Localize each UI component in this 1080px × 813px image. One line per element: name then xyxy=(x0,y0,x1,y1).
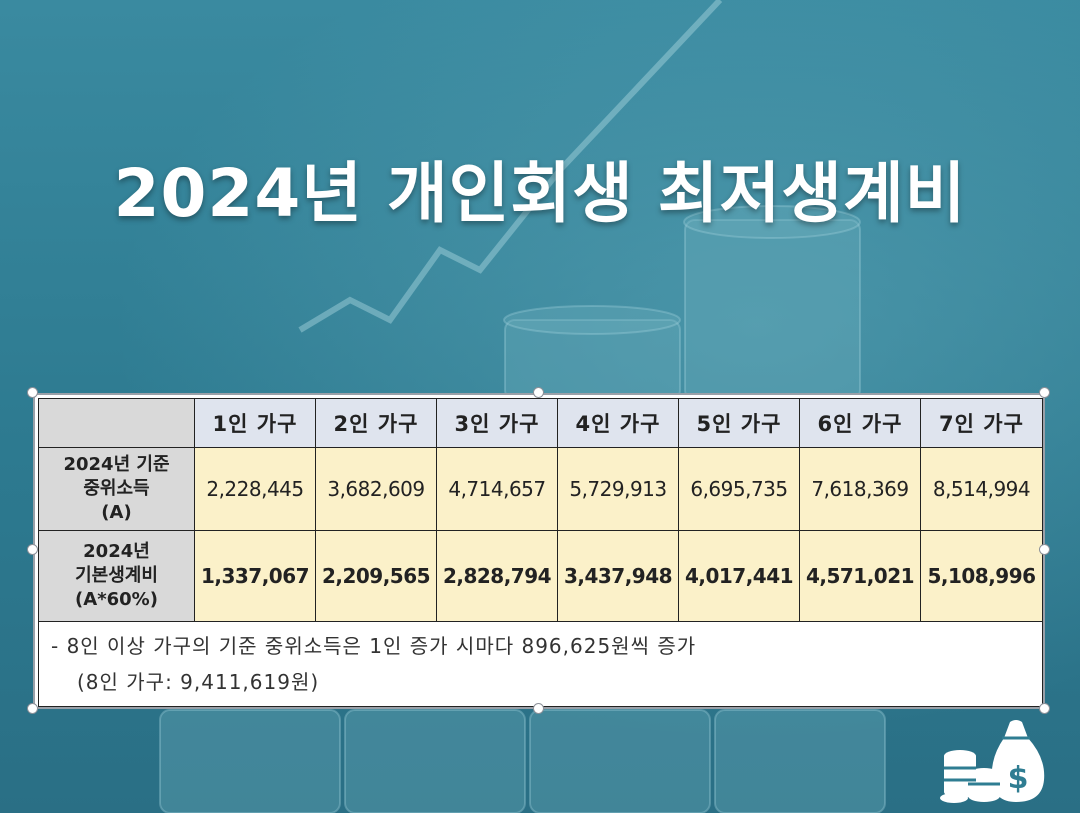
table-corner-cell xyxy=(38,398,195,448)
resize-handle-bottom-right[interactable] xyxy=(1039,703,1050,714)
column-header: 2인 가구 xyxy=(315,398,437,448)
table-cell: 2,209,565 xyxy=(315,530,437,622)
column-header: 1인 가구 xyxy=(194,398,316,448)
resize-handle-bottom[interactable] xyxy=(533,703,544,714)
note-line: - 8인 이상 가구의 기준 중위소득은 1인 증가 시마다 896,625원씩… xyxy=(51,634,697,658)
living-cost-table: 1인 가구 2인 가구 3인 가구 4인 가구 5인 가구 6인 가구 7인 가… xyxy=(38,398,1043,707)
resize-handle-top-left[interactable] xyxy=(27,387,38,398)
table-row: 2024년 기본생계비 (A*60%) 1,337,067 2,209,565 … xyxy=(38,530,1043,622)
resize-handle-top-right[interactable] xyxy=(1039,387,1050,398)
table-cell: 3,682,609 xyxy=(315,447,437,531)
row-header-line: (A) xyxy=(101,502,132,523)
table-cell: 4,571,021 xyxy=(799,530,921,622)
resize-handle-left[interactable] xyxy=(27,544,38,555)
table-cell: 2,828,794 xyxy=(436,530,558,622)
row-header-line: (A*60%) xyxy=(75,589,158,610)
table-cell: 2,228,445 xyxy=(194,447,316,531)
column-header: 4인 가구 xyxy=(557,398,679,448)
row-header-line: 2024년 xyxy=(83,541,150,562)
table-cell: 3,437,948 xyxy=(557,530,679,622)
column-header: 3인 가구 xyxy=(436,398,558,448)
table-cell: 4,714,657 xyxy=(436,447,558,531)
table-cell: 4,017,441 xyxy=(678,530,800,622)
table-header-row: 1인 가구 2인 가구 3인 가구 4인 가구 5인 가구 6인 가구 7인 가… xyxy=(38,398,1043,448)
row-header-line: 2024년 기준 xyxy=(63,454,170,475)
column-header: 6인 가구 xyxy=(799,398,921,448)
resize-handle-bottom-left[interactable] xyxy=(27,703,38,714)
column-header: 5인 가구 xyxy=(678,398,800,448)
row-header: 2024년 기본생계비 (A*60%) xyxy=(38,530,195,622)
table-cell: 7,618,369 xyxy=(799,447,921,531)
table-note: - 8인 이상 가구의 기준 중위소득은 1인 증가 시마다 896,625원씩… xyxy=(38,621,1043,707)
table-cell: 1,337,067 xyxy=(194,530,316,622)
svg-text:$: $ xyxy=(1008,761,1029,796)
money-bag-coins-icon: $ xyxy=(940,720,1045,803)
table-note-row: - 8인 이상 가구의 기준 중위소득은 1인 증가 시마다 896,625원씩… xyxy=(38,621,1043,707)
table-cell: 6,695,735 xyxy=(678,447,800,531)
table-cell: 5,729,913 xyxy=(557,447,679,531)
column-header: 7인 가구 xyxy=(920,398,1043,448)
resize-handle-right[interactable] xyxy=(1039,544,1050,555)
table-cell: 8,514,994 xyxy=(920,447,1043,531)
note-line: (8인 가구: 9,411,619원) xyxy=(77,670,320,694)
row-header: 2024년 기준 중위소득 (A) xyxy=(38,447,195,531)
resize-handle-top[interactable] xyxy=(533,387,544,398)
page-title: 2024년 개인회생 최저생계비 xyxy=(113,155,967,232)
row-header-line: 중위소득 xyxy=(83,478,150,499)
table-row: 2024년 기준 중위소득 (A) 2,228,445 3,682,609 4,… xyxy=(38,447,1043,531)
table-cell: 5,108,996 xyxy=(920,530,1043,622)
table-container[interactable]: 1인 가구 2인 가구 3인 가구 4인 가구 5인 가구 6인 가구 7인 가… xyxy=(33,393,1045,709)
row-header-line: 기본생계비 xyxy=(75,565,158,586)
